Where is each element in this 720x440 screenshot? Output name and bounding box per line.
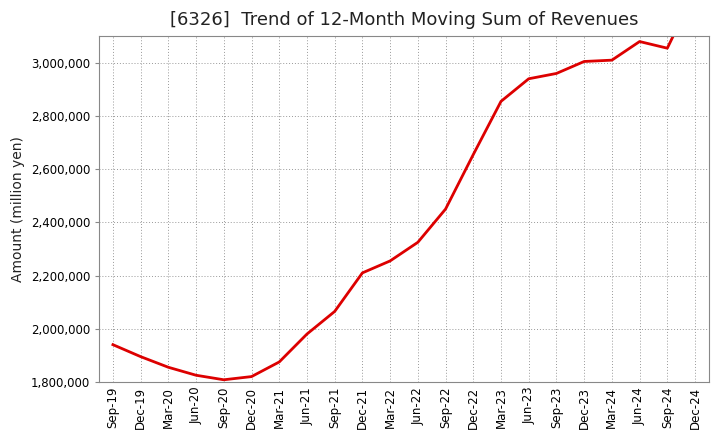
Title: [6326]  Trend of 12-Month Moving Sum of Revenues: [6326] Trend of 12-Month Moving Sum of R… bbox=[170, 11, 638, 29]
Y-axis label: Amount (million yen): Amount (million yen) bbox=[11, 136, 25, 282]
